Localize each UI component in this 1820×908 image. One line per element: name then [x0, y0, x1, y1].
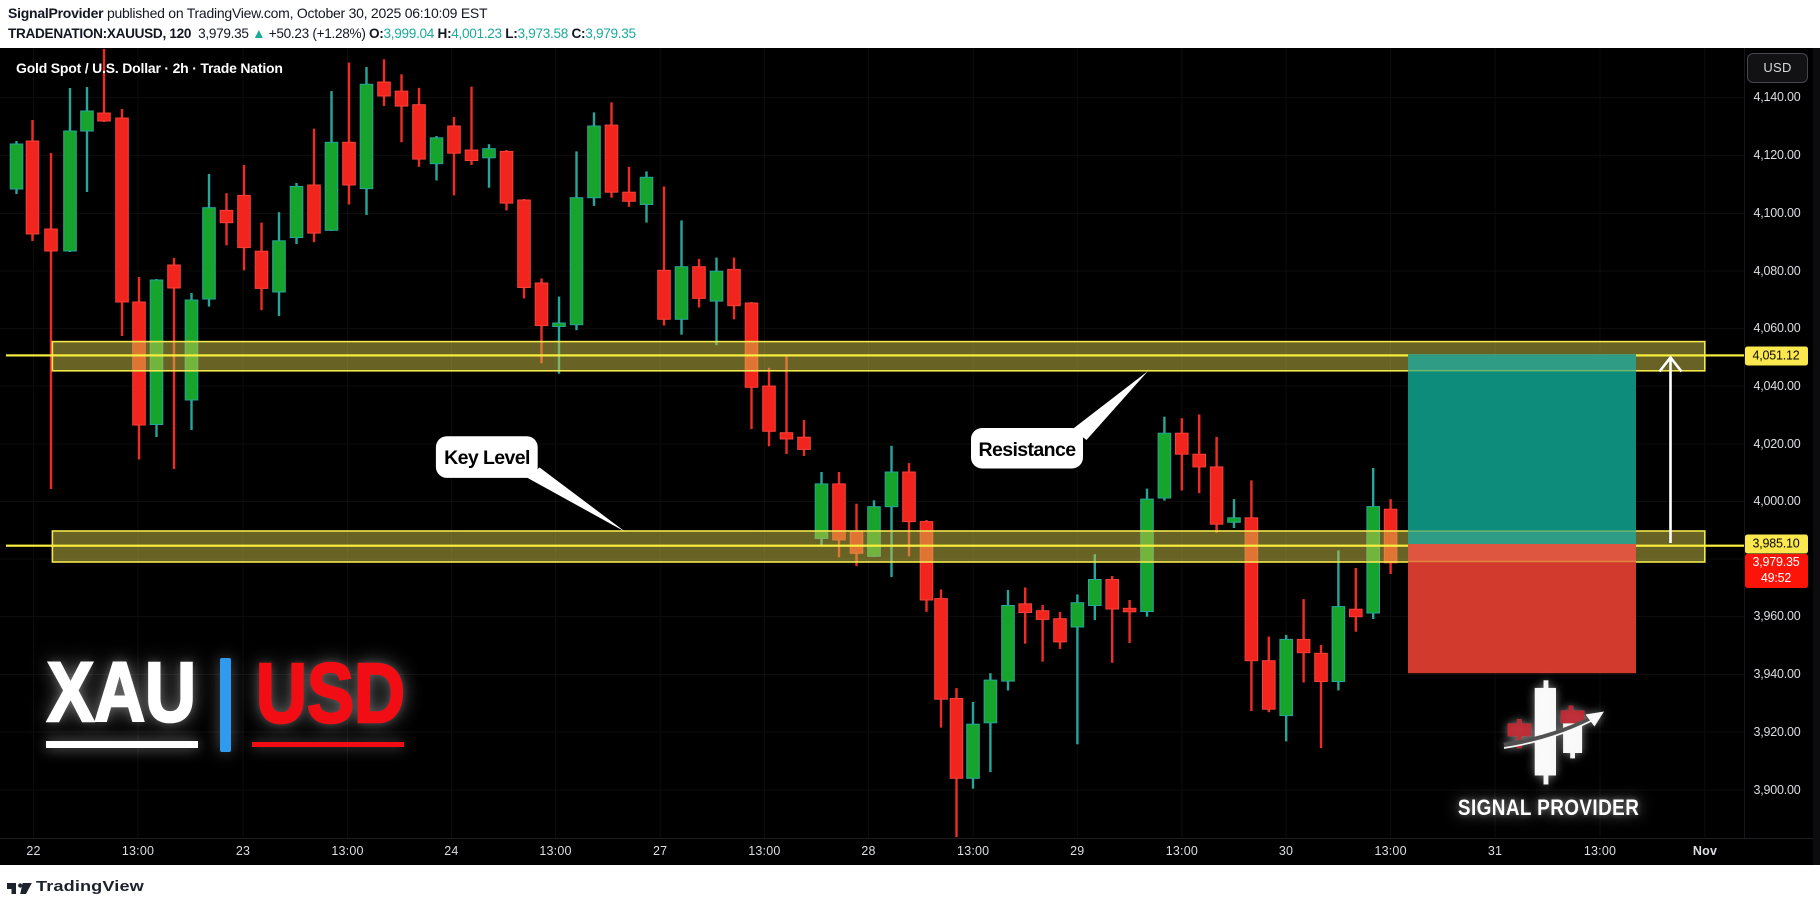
svg-text:Resistance: Resistance: [979, 439, 1077, 461]
svg-text:Key Level: Key Level: [444, 447, 530, 469]
